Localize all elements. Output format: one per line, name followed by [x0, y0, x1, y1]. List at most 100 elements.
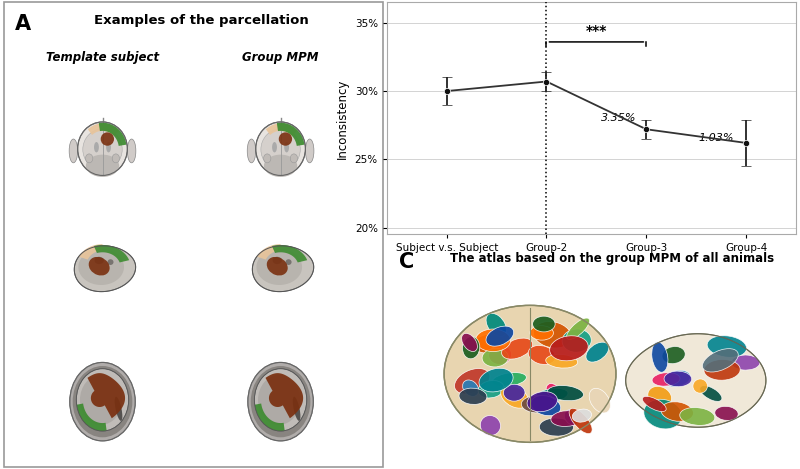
- Ellipse shape: [247, 139, 256, 163]
- Ellipse shape: [474, 334, 504, 353]
- Ellipse shape: [70, 363, 135, 441]
- Ellipse shape: [664, 370, 690, 387]
- Polygon shape: [78, 249, 124, 285]
- Ellipse shape: [78, 122, 127, 175]
- Ellipse shape: [479, 368, 513, 392]
- Ellipse shape: [704, 359, 740, 380]
- Ellipse shape: [528, 346, 555, 364]
- Ellipse shape: [502, 338, 533, 359]
- Ellipse shape: [306, 139, 314, 163]
- Polygon shape: [626, 334, 766, 427]
- Polygon shape: [87, 373, 125, 418]
- Ellipse shape: [534, 388, 568, 403]
- Text: Group MPM: Group MPM: [242, 51, 319, 64]
- Ellipse shape: [94, 257, 104, 264]
- Ellipse shape: [73, 366, 132, 437]
- Ellipse shape: [566, 318, 590, 340]
- Ellipse shape: [83, 129, 122, 170]
- Ellipse shape: [462, 380, 478, 396]
- Text: A: A: [15, 14, 31, 34]
- Ellipse shape: [489, 345, 511, 364]
- Ellipse shape: [731, 355, 760, 370]
- Ellipse shape: [462, 333, 478, 352]
- Ellipse shape: [254, 369, 306, 431]
- Ellipse shape: [702, 348, 738, 372]
- Ellipse shape: [486, 326, 514, 346]
- Ellipse shape: [273, 257, 282, 264]
- Text: The atlas based on the group MPM of all animals: The atlas based on the group MPM of all …: [450, 252, 774, 265]
- Ellipse shape: [530, 325, 554, 340]
- Ellipse shape: [444, 305, 616, 442]
- Ellipse shape: [258, 375, 300, 425]
- Ellipse shape: [454, 369, 490, 394]
- Ellipse shape: [531, 395, 561, 416]
- Ellipse shape: [503, 384, 525, 401]
- Ellipse shape: [652, 372, 680, 386]
- Ellipse shape: [106, 142, 111, 152]
- Ellipse shape: [550, 336, 588, 361]
- Text: Template subject: Template subject: [46, 51, 159, 64]
- Ellipse shape: [266, 257, 288, 275]
- Ellipse shape: [86, 155, 119, 177]
- Ellipse shape: [127, 139, 136, 163]
- Ellipse shape: [278, 132, 292, 146]
- Ellipse shape: [572, 409, 591, 422]
- Ellipse shape: [89, 257, 110, 275]
- Ellipse shape: [284, 142, 289, 152]
- Ellipse shape: [478, 380, 504, 398]
- Ellipse shape: [547, 386, 583, 401]
- Ellipse shape: [648, 386, 671, 407]
- Ellipse shape: [264, 155, 298, 177]
- Ellipse shape: [714, 406, 738, 420]
- Text: C: C: [399, 252, 414, 272]
- Ellipse shape: [586, 342, 609, 362]
- Text: 3.35%: 3.35%: [602, 113, 637, 123]
- Ellipse shape: [114, 397, 122, 421]
- Ellipse shape: [569, 408, 592, 434]
- Ellipse shape: [250, 366, 310, 437]
- Ellipse shape: [652, 342, 668, 372]
- Text: Examples of the parcellation: Examples of the parcellation: [94, 14, 308, 27]
- Polygon shape: [74, 246, 136, 292]
- Ellipse shape: [534, 322, 571, 348]
- Polygon shape: [266, 123, 297, 136]
- Ellipse shape: [551, 411, 582, 426]
- Ellipse shape: [664, 371, 692, 387]
- Ellipse shape: [486, 313, 506, 336]
- Ellipse shape: [546, 355, 578, 368]
- Ellipse shape: [69, 139, 78, 163]
- Ellipse shape: [589, 388, 610, 413]
- Ellipse shape: [293, 397, 301, 421]
- Ellipse shape: [642, 396, 666, 411]
- Ellipse shape: [693, 379, 707, 393]
- Ellipse shape: [680, 408, 715, 425]
- Polygon shape: [266, 373, 303, 418]
- Ellipse shape: [94, 142, 99, 152]
- Ellipse shape: [264, 154, 271, 163]
- Ellipse shape: [290, 154, 298, 163]
- Ellipse shape: [480, 416, 501, 435]
- Polygon shape: [88, 123, 118, 136]
- Ellipse shape: [248, 363, 314, 441]
- Ellipse shape: [86, 154, 93, 163]
- Ellipse shape: [256, 122, 306, 175]
- Polygon shape: [277, 123, 305, 146]
- Ellipse shape: [286, 259, 291, 265]
- Polygon shape: [272, 245, 307, 263]
- Y-axis label: Inconsistency: Inconsistency: [336, 78, 349, 159]
- Ellipse shape: [107, 259, 114, 265]
- Ellipse shape: [475, 329, 510, 352]
- Ellipse shape: [462, 337, 480, 359]
- Polygon shape: [94, 245, 129, 263]
- Polygon shape: [254, 403, 285, 431]
- Ellipse shape: [272, 142, 277, 152]
- Ellipse shape: [707, 336, 746, 357]
- Polygon shape: [98, 123, 126, 146]
- Ellipse shape: [662, 347, 686, 363]
- Ellipse shape: [546, 384, 561, 401]
- Ellipse shape: [522, 396, 553, 413]
- Ellipse shape: [539, 418, 574, 436]
- Text: 1.03%: 1.03%: [698, 133, 734, 144]
- Ellipse shape: [112, 154, 119, 163]
- Polygon shape: [77, 403, 106, 431]
